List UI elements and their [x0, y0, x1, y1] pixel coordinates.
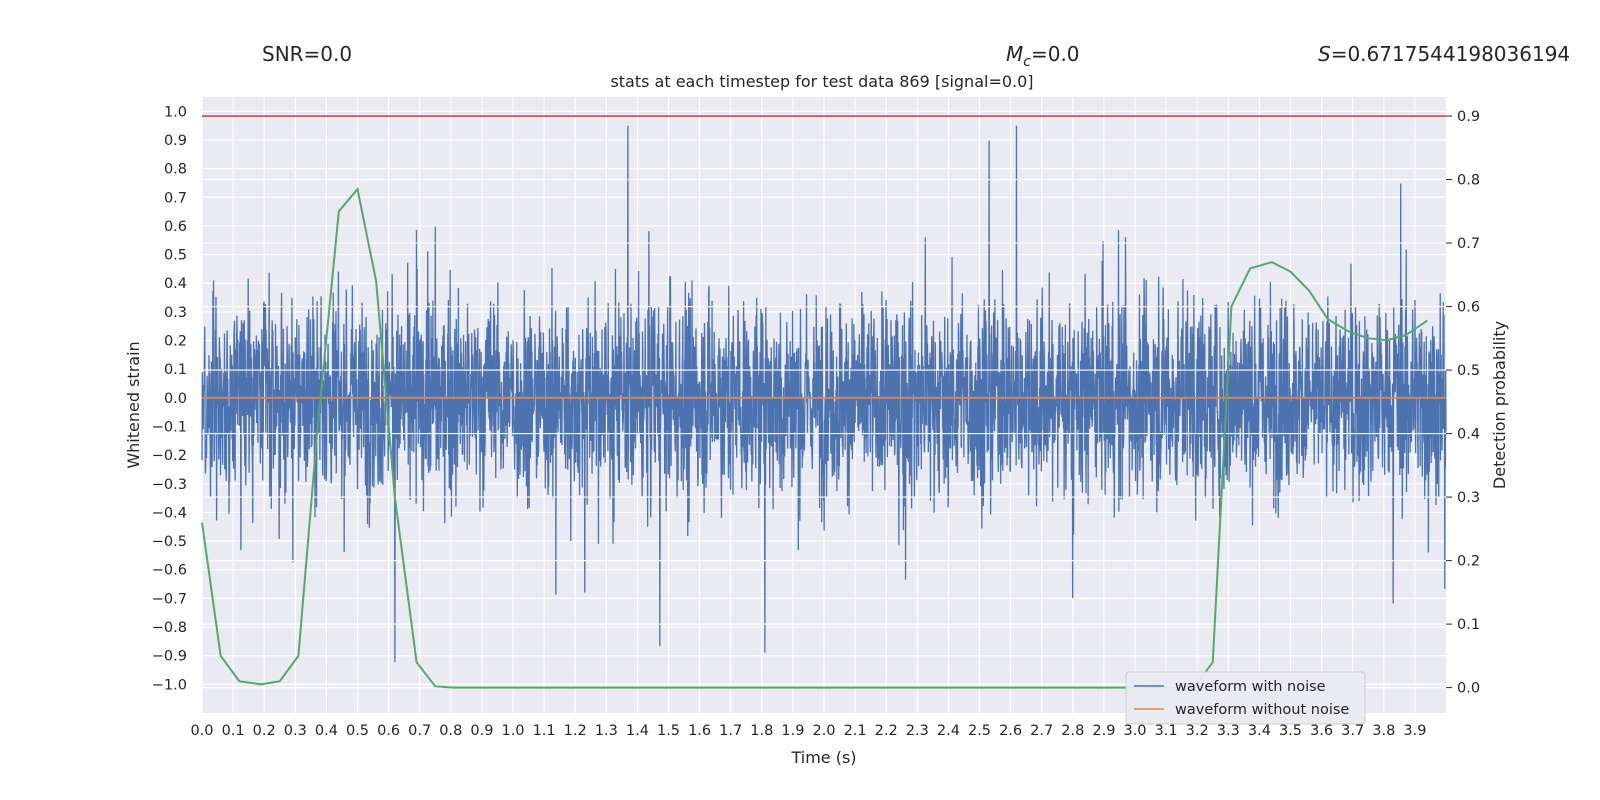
y-tick-label: −0.8 — [152, 620, 187, 636]
y-tick-label: 0.6 — [164, 219, 187, 235]
y2-tick-labels: 0.9 0.8 0.7 0.6 0.5 0.4 0.3 0.2 0.1 0.0 — [1446, 109, 1480, 697]
x-tick-label: 2.6 — [999, 723, 1022, 739]
detection-probability-series — [201, 186, 1428, 689]
y2-tick-label: 0.4 — [1457, 427, 1480, 443]
y-tick-label: 0.2 — [164, 334, 187, 350]
x-tick-label: 1.1 — [533, 723, 556, 739]
y2-axis-label: Detection probability — [1490, 321, 1509, 489]
x-tick-label: 3.3 — [1217, 723, 1240, 739]
chart-title: stats at each timestep for test data 869… — [610, 72, 1033, 91]
x-tick-label: 3.7 — [1341, 723, 1364, 739]
detection-probability-line — [201, 186, 1428, 689]
y2-tick-label: 0.7 — [1457, 236, 1480, 252]
y2-tick-label: 0.2 — [1457, 554, 1480, 570]
legend-box — [1125, 671, 1366, 725]
y-tick-label: 0.0 — [164, 391, 187, 407]
y-axis-label: Whitened strain — [124, 341, 143, 468]
score-label: S=0.6717544198036194 — [1318, 42, 1570, 66]
y-tick-label: 0.1 — [164, 362, 187, 378]
x-tick-label: 1.3 — [595, 723, 618, 739]
legend-label-noise: waveform with noise — [1175, 679, 1326, 695]
x-tick-label: 3.4 — [1248, 723, 1271, 739]
x-tick-label: 0.9 — [470, 723, 493, 739]
x-tick-label: 3.2 — [1186, 723, 1209, 739]
x-tick-label: 1.6 — [688, 723, 711, 739]
y2-tick-label: 0.5 — [1457, 363, 1480, 379]
mc-symbol: M — [1006, 42, 1023, 66]
mc-subscript: c — [1023, 54, 1031, 70]
y2-tick-label: 0.1 — [1457, 617, 1480, 633]
x-tick-label: 2.1 — [844, 723, 867, 739]
y-tick-label: −0.7 — [152, 591, 187, 607]
y-tick-label: 0.5 — [164, 248, 187, 264]
y-tick-label: 0.9 — [164, 133, 187, 149]
x-tick-label: 3.8 — [1372, 723, 1395, 739]
x-axis-label: Time (s) — [790, 748, 856, 767]
chirp-mass-label: Mc=0.0 — [1006, 42, 1080, 70]
legend: waveform with noise waveform without noi… — [1125, 671, 1366, 725]
y2-tick-label: 0.0 — [1457, 681, 1480, 697]
x-tick-label: 1.7 — [719, 723, 742, 739]
x-tick-label: 0.2 — [253, 723, 276, 739]
y-tick-label: −0.6 — [152, 563, 187, 579]
x-tick-label: 3.0 — [1123, 723, 1146, 739]
x-tick-label: 1.5 — [657, 723, 680, 739]
x-tick-label: 3.5 — [1279, 723, 1302, 739]
right-axis-grid — [202, 115, 1446, 689]
legend-label-clean: waveform without noise — [1175, 702, 1349, 718]
x-tick-label: 1.4 — [626, 723, 649, 739]
y2-tick-label: 0.3 — [1457, 490, 1480, 506]
x-tick-label: 1.0 — [501, 723, 524, 739]
y-tick-label: 0.3 — [164, 305, 187, 321]
x-tick-label: 2.9 — [1092, 723, 1115, 739]
x-tick-label: 1.2 — [564, 723, 587, 739]
y-tick-label: −0.1 — [152, 419, 187, 435]
y-tick-label: −0.5 — [152, 534, 187, 550]
x-tick-label: 0.4 — [315, 723, 338, 739]
x-tick-label: 2.0 — [812, 723, 835, 739]
y-tick-label: 0.4 — [164, 276, 187, 292]
x-tick-label: 2.2 — [875, 723, 898, 739]
y2-tick-label: 0.9 — [1457, 109, 1480, 125]
y-tick-label: 0.7 — [164, 190, 187, 206]
y-tick-labels: 1.0 0.9 0.8 0.7 0.6 0.5 0.4 0.3 0.2 0.1 0.0 −0.1 −0.… — [152, 104, 187, 693]
x-tick-label: 2.7 — [1030, 723, 1053, 739]
x-tick-label: 0.0 — [190, 723, 213, 739]
x-tick-label: 0.3 — [284, 723, 307, 739]
x-tick-label: 2.4 — [937, 723, 960, 739]
y2-tick-label: 0.8 — [1457, 173, 1480, 189]
y-tick-label: −0.3 — [152, 477, 187, 493]
y-tick-label: 0.8 — [164, 162, 187, 178]
y-tick-label: −0.4 — [152, 505, 187, 521]
x-tick-label: 1.9 — [781, 723, 804, 739]
x-tick-label: 2.3 — [906, 723, 929, 739]
mc-value: =0.0 — [1031, 42, 1080, 66]
s-value: =0.6717544198036194 — [1331, 42, 1570, 66]
y-tick-label: −0.9 — [152, 649, 187, 665]
y-tick-label: −0.2 — [152, 448, 187, 464]
x-tick-label: 0.8 — [439, 723, 462, 739]
x-tick-label: 2.5 — [968, 723, 991, 739]
x-tick-label: 0.5 — [346, 723, 369, 739]
x-tick-label: 3.1 — [1155, 723, 1178, 739]
x-tick-label: 0.1 — [222, 723, 245, 739]
snr-label: SNR=0.0 — [262, 42, 352, 66]
x-tick-label: 1.8 — [750, 723, 773, 739]
s-symbol: S — [1318, 42, 1331, 66]
y-tick-label: 1.0 — [164, 104, 187, 120]
y2-tick-label: 0.6 — [1457, 300, 1480, 316]
x-tick-labels: 0.0 0.1 0.2 0.3 0.4 0.5 0.6 0.7 0.8 0.9 1.0 1.1 1.2 1… — [190, 723, 1426, 739]
x-tick-label: 0.7 — [408, 723, 431, 739]
x-tick-label: 2.8 — [1061, 723, 1084, 739]
x-tick-label: 0.6 — [377, 723, 400, 739]
x-tick-label: 3.9 — [1403, 723, 1426, 739]
x-tick-label: 3.6 — [1310, 723, 1333, 739]
y-tick-label: −1.0 — [152, 677, 187, 693]
